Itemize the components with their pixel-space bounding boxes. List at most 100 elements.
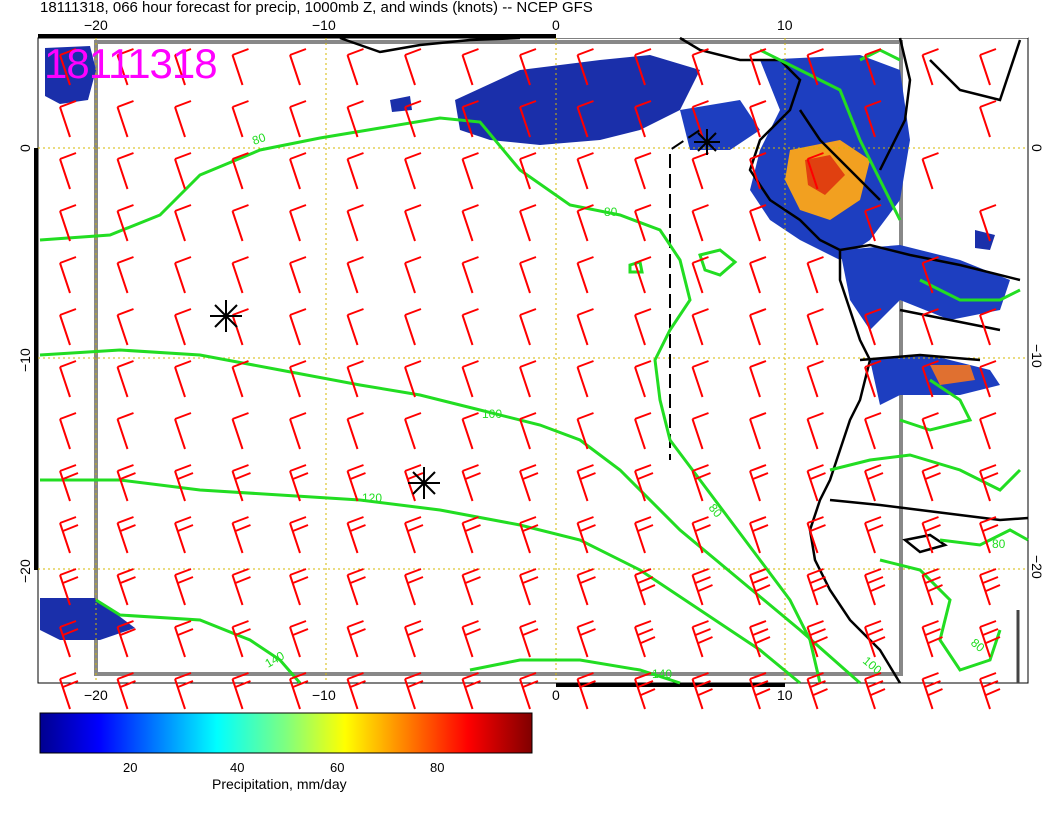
wind-barb xyxy=(634,308,652,346)
wind-barb xyxy=(519,620,539,658)
top-tick-label: 10 xyxy=(777,17,793,33)
wind-barb xyxy=(634,568,656,606)
wind-barb xyxy=(174,464,194,502)
wind-barb xyxy=(519,48,537,86)
contour-line-120 xyxy=(40,478,801,685)
wind-barb xyxy=(346,672,366,710)
wind-barb xyxy=(576,672,596,710)
top-tick-label: −10 xyxy=(312,17,336,33)
precip-blob-2 xyxy=(455,55,700,145)
wind-barb xyxy=(979,308,997,346)
wind-barb xyxy=(749,152,767,190)
wind-barb xyxy=(864,672,886,710)
left-tick-label: 0 xyxy=(17,144,33,152)
wind-barb xyxy=(404,256,422,294)
contour-line-80-loop-1 xyxy=(698,248,738,277)
colorbar xyxy=(39,712,533,754)
wind-barb xyxy=(864,48,882,86)
wind-barb xyxy=(864,464,884,502)
wind-barb xyxy=(116,412,134,450)
right-tick-label: 0 xyxy=(1029,144,1045,152)
contour-line-100 xyxy=(39,348,861,685)
wind-barb xyxy=(864,100,882,138)
contour-line-east-2 xyxy=(899,378,973,432)
wind-barb xyxy=(461,412,479,450)
wind-barb xyxy=(576,568,596,606)
left-tick-label: −10 xyxy=(17,348,33,372)
wind-barb xyxy=(576,48,594,86)
wind-barb xyxy=(461,256,479,294)
right-tick-label: −10 xyxy=(1029,344,1045,368)
country-border-1 xyxy=(798,109,881,201)
wind-barb xyxy=(174,516,194,554)
wind-barb xyxy=(231,412,249,450)
wind-barb xyxy=(59,152,77,190)
wind-barb xyxy=(116,204,134,242)
wind-barb xyxy=(979,516,999,554)
wind-barb xyxy=(749,360,767,398)
wind-barb xyxy=(691,256,709,294)
wind-barb xyxy=(576,620,596,658)
wind-barb xyxy=(174,360,192,398)
wind-barb xyxy=(921,620,943,658)
wind-barb xyxy=(59,516,79,554)
wind-barb xyxy=(346,256,364,294)
wind-barb xyxy=(634,204,652,242)
left-tick-label: −20 xyxy=(17,559,33,583)
wind-barb xyxy=(921,516,941,554)
wind-barb xyxy=(289,48,307,86)
wind-barb xyxy=(519,152,537,190)
wind-barb xyxy=(519,308,537,346)
asterisk-marker-2 xyxy=(408,467,440,499)
wind-barb xyxy=(806,516,826,554)
wind-barb xyxy=(174,204,192,242)
wind-barb xyxy=(231,308,249,346)
wind-barb xyxy=(864,308,882,346)
wind-barb xyxy=(576,412,594,450)
wind-barb xyxy=(576,308,594,346)
wind-barb xyxy=(749,568,771,606)
wind-barbs xyxy=(59,48,1001,710)
contour-line-140 xyxy=(95,598,302,684)
wind-barb xyxy=(346,152,364,190)
wind-barb xyxy=(461,516,481,554)
wind-barb xyxy=(691,620,713,658)
wind-barb xyxy=(289,204,307,242)
wind-barb xyxy=(634,412,652,450)
wind-barb xyxy=(231,672,251,710)
wind-barb xyxy=(806,464,826,502)
wind-barb xyxy=(346,464,366,502)
wind-barb xyxy=(174,100,192,138)
wind-barb xyxy=(979,464,999,502)
wind-barb xyxy=(404,360,422,398)
wind-barb xyxy=(174,308,192,346)
top-axis-labels: −20 −10 0 10 xyxy=(84,17,793,33)
wind-barb xyxy=(634,620,656,658)
wind-barb xyxy=(404,568,424,606)
wind-barb xyxy=(461,672,481,710)
wind-barb xyxy=(59,620,79,658)
wind-barb xyxy=(979,672,1001,710)
wind-barb xyxy=(979,360,997,398)
wind-barb xyxy=(461,308,479,346)
wind-barb xyxy=(289,516,309,554)
wind-barb xyxy=(921,308,939,346)
wind-barb xyxy=(289,568,309,606)
coastline-southwest-africa xyxy=(829,498,1029,522)
wind-barb xyxy=(59,672,79,710)
wind-barb xyxy=(576,204,594,242)
wind-barb xyxy=(749,100,767,138)
wind-barb xyxy=(691,308,709,346)
wind-barb xyxy=(576,152,594,190)
wind-barb xyxy=(979,100,997,138)
wind-barb xyxy=(346,516,366,554)
wind-barb xyxy=(576,516,596,554)
wind-barb xyxy=(921,256,939,294)
wind-barb xyxy=(59,360,77,398)
wind-barb xyxy=(346,100,364,138)
wind-barb xyxy=(691,100,709,138)
wind-barb xyxy=(174,672,194,710)
contour-label: 80 xyxy=(250,130,268,148)
wind-barb xyxy=(806,256,824,294)
